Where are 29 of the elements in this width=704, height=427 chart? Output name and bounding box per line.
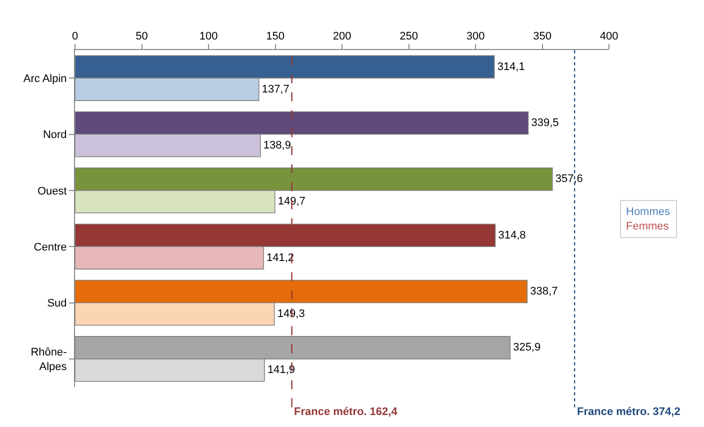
ref-line-label: France métro. 374,2: [577, 406, 680, 418]
data-label: 149,7: [278, 196, 306, 208]
y-tick-label: Rhône-Alpes: [30, 346, 68, 373]
data-label: 141,9: [267, 364, 295, 376]
x-tick-label: 400: [600, 30, 618, 43]
text: Hommes: [626, 206, 671, 218]
x-tick-label: 200: [332, 30, 352, 43]
y-tick-label: Centre: [34, 241, 67, 254]
ref-line-label: France métro. 162,4: [294, 406, 398, 418]
data-label: 314,1: [497, 60, 525, 73]
data-label: 137,7: [262, 83, 290, 96]
x-tick-label: 250: [400, 30, 418, 43]
data-label: 338,7: [530, 286, 558, 298]
y-tick-label: Sud: [47, 298, 67, 310]
x-tick-label: 50: [136, 30, 148, 43]
y-tick-label: Nord: [42, 129, 67, 142]
y-tick-label: Ouest: [37, 185, 67, 198]
text: Femmes: [626, 220, 670, 232]
x-tick-label: 300: [466, 30, 485, 43]
x-tick-label: 150: [266, 30, 284, 43]
y-tick-label: Arc Alpin: [23, 72, 67, 85]
data-label: 138,9: [263, 139, 291, 152]
x-tick-label: 0: [72, 30, 78, 43]
x-tick-label: 100: [199, 30, 218, 43]
data-label: 339,5: [531, 117, 559, 130]
data-label: 314,8: [498, 229, 526, 242]
data-label: 325,9: [513, 342, 541, 354]
x-tick-label: 350: [533, 30, 552, 43]
data-label: 357,6: [555, 173, 583, 186]
